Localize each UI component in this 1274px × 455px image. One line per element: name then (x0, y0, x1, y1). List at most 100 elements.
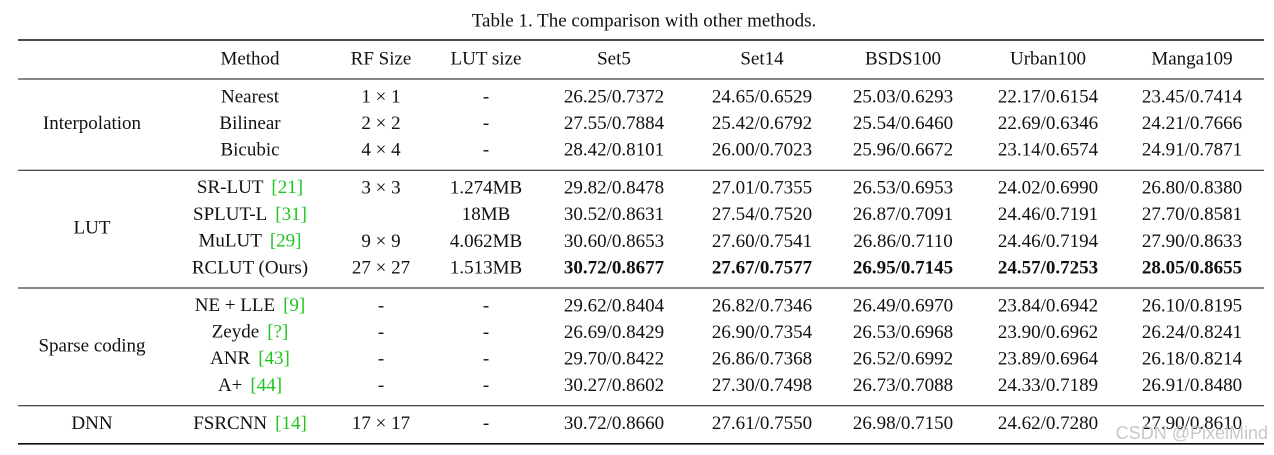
method: Bicubic (220, 140, 279, 161)
method: NE + LLE [9] (195, 295, 306, 316)
score: 22.17/0.6154 (998, 86, 1099, 107)
score: 26.82/0.7346 (712, 295, 812, 316)
method-name: NE + LLE (195, 295, 275, 316)
score: 27.90/0.8633 (1142, 231, 1242, 252)
score: 26.80/0.8380 (1142, 178, 1242, 199)
method: SR-LUT [21] (197, 178, 303, 199)
score: 26.91/0.8480 (1142, 375, 1242, 396)
score: 26.52/0.6992 (853, 349, 953, 370)
method: A+ [44] (218, 375, 282, 396)
score: 24.57/0.7253 (998, 257, 1098, 278)
score: 27.60/0.7541 (712, 231, 812, 252)
score: 24.91/0.7871 (1142, 140, 1242, 161)
score: 29.70/0.8422 (564, 349, 664, 370)
rf-size: 17 × 17 (352, 413, 410, 434)
score: 27.55/0.7884 (564, 113, 665, 134)
score: 23.89/0.6964 (998, 349, 1099, 370)
score: 27.30/0.7498 (712, 375, 812, 396)
score: 26.00/0.7023 (712, 140, 812, 161)
score: 26.53/0.6968 (853, 322, 953, 343)
header-cell: BSDS100 (865, 48, 941, 69)
rf-size: - (378, 375, 384, 396)
score: 24.46/0.7191 (998, 204, 1098, 225)
rf-size: 1 × 1 (361, 86, 400, 107)
score: 25.96/0.6672 (853, 140, 953, 161)
method-name: SPLUT-L (193, 204, 267, 225)
score: 22.69/0.6346 (998, 113, 1098, 134)
score: 23.45/0.7414 (1142, 86, 1243, 107)
rf-size: - (378, 349, 384, 370)
citation[interactable]: [14] (275, 413, 307, 434)
score: 24.46/0.7194 (998, 231, 1099, 252)
method-name: Zeyde (212, 322, 259, 343)
score: 26.90/0.7354 (712, 322, 813, 343)
lut-size: - (483, 140, 489, 161)
group-name: Sparse coding (38, 335, 146, 356)
method-name: ANR (210, 349, 250, 370)
score: 30.27/0.8602 (564, 375, 664, 396)
score: 24.62/0.7280 (998, 413, 1098, 434)
method: RCLUT (Ours) (192, 257, 308, 278)
header-cell: Urban100 (1010, 48, 1086, 69)
score: 26.73/0.7088 (853, 375, 953, 396)
lut-size: - (483, 322, 489, 343)
lut-size: 4.062MB (450, 231, 522, 252)
score: 28.05/0.8655 (1142, 257, 1242, 278)
score: 23.90/0.6962 (998, 322, 1098, 343)
score: 26.25/0.7372 (564, 86, 664, 107)
group-name: LUT (74, 217, 111, 238)
rf-size: - (378, 322, 384, 343)
score: 30.60/0.8653 (564, 231, 664, 252)
method: MuLUT [29] (199, 231, 302, 252)
lut-size: 1.274MB (450, 178, 522, 199)
lut-size: - (483, 349, 489, 370)
score: 27.01/0.7355 (712, 178, 812, 199)
score: 27.70/0.8581 (1142, 204, 1242, 225)
score: 24.21/0.7666 (1142, 113, 1242, 134)
citation[interactable]: [21] (271, 178, 303, 199)
lut-size: 1.513MB (450, 257, 522, 278)
score: 23.84/0.6942 (998, 295, 1098, 316)
score: 24.65/0.6529 (712, 86, 812, 107)
group-name: Interpolation (43, 113, 142, 134)
lut-size: - (483, 375, 489, 396)
score: 25.54/0.6460 (853, 113, 953, 134)
score: 30.72/0.8660 (564, 413, 664, 434)
score: 30.52/0.8631 (564, 204, 664, 225)
score: 29.62/0.8404 (564, 295, 665, 316)
score: 27.67/0.7577 (712, 257, 813, 278)
method: FSRCNN [14] (193, 413, 307, 434)
rf-size: 3 × 3 (361, 178, 400, 199)
rf-size: 27 × 27 (352, 257, 410, 278)
score: 26.86/0.7368 (712, 349, 812, 370)
score: 23.14/0.6574 (998, 140, 1099, 161)
score: 26.86/0.7110 (853, 231, 953, 252)
rf-size: 9 × 9 (361, 231, 400, 252)
group-name: DNN (71, 413, 112, 434)
caption: Table 1. The comparison with other metho… (472, 10, 816, 31)
header-cell: RF Size (351, 48, 412, 69)
score: 26.18/0.8214 (1142, 349, 1243, 370)
score: 25.03/0.6293 (853, 86, 953, 107)
lut-size: - (483, 295, 489, 316)
method: Zeyde [?] (212, 322, 289, 343)
citation[interactable]: [44] (250, 375, 282, 396)
rf-size: - (378, 295, 384, 316)
score: 26.87/0.7091 (853, 204, 953, 225)
citation[interactable]: [31] (275, 204, 307, 225)
lut-size: - (483, 86, 489, 107)
lut-size: - (483, 113, 489, 134)
score: 27.54/0.7520 (712, 204, 812, 225)
method: ANR [43] (210, 349, 290, 370)
citation[interactable]: [?] (267, 322, 288, 343)
lut-size: 18MB (462, 204, 511, 225)
watermark: CSDN @PixelMind (1116, 423, 1268, 443)
method-name: SR-LUT (197, 178, 264, 199)
citation[interactable]: [43] (258, 349, 290, 370)
score: 28.42/0.8101 (564, 140, 664, 161)
citation[interactable]: [9] (283, 295, 305, 316)
citation[interactable]: [29] (270, 231, 302, 252)
score: 26.49/0.6970 (853, 295, 953, 316)
method-name: A+ (218, 375, 242, 396)
score: 26.98/0.7150 (853, 413, 953, 434)
